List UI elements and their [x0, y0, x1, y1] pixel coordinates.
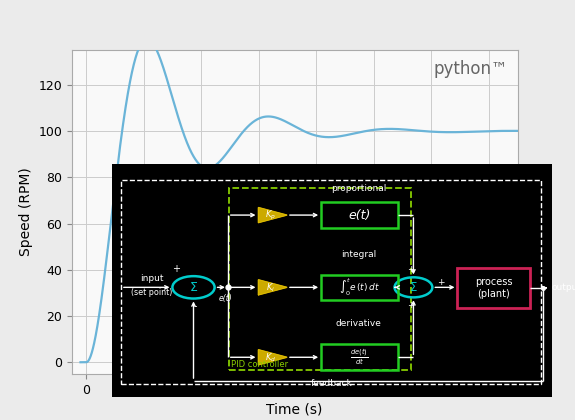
Bar — [170, 164, 173, 397]
Bar — [112, 207, 552, 210]
Bar — [112, 181, 552, 184]
Bar — [112, 184, 552, 187]
Text: feedback: feedback — [311, 379, 353, 388]
Bar — [165, 164, 167, 397]
Text: $K_p$: $K_p$ — [265, 209, 276, 222]
Bar — [112, 170, 552, 173]
Bar — [112, 216, 552, 219]
Bar — [154, 164, 157, 397]
Bar — [112, 219, 552, 222]
Text: proportional: proportional — [331, 184, 386, 193]
Bar — [128, 164, 131, 397]
Text: $K_i$: $K_i$ — [266, 281, 275, 294]
Bar — [112, 164, 115, 397]
Bar — [189, 164, 191, 397]
Bar — [186, 164, 189, 397]
Text: output: output — [551, 284, 575, 292]
Polygon shape — [258, 350, 287, 365]
Bar — [157, 164, 160, 397]
Text: $\int_0^t e\,(t)\,dt$: $\int_0^t e\,(t)\,dt$ — [339, 276, 380, 298]
Text: process
(plant): process (plant) — [475, 277, 512, 299]
Bar — [175, 164, 178, 397]
Text: derivative: derivative — [336, 319, 381, 328]
Polygon shape — [258, 207, 287, 223]
Text: +: + — [172, 264, 180, 274]
Y-axis label: Speed (RPM): Speed (RPM) — [19, 168, 33, 257]
Text: $K_d$: $K_d$ — [265, 351, 276, 364]
Bar — [133, 164, 136, 397]
Bar — [173, 164, 175, 397]
Bar — [160, 164, 162, 397]
Bar — [117, 164, 120, 397]
Bar — [112, 190, 552, 193]
Bar — [167, 164, 170, 397]
Bar — [183, 164, 186, 397]
Bar — [112, 196, 552, 199]
Bar — [136, 164, 139, 397]
Text: +: + — [408, 301, 415, 310]
Text: $\frac{de(t)}{dt}$: $\frac{de(t)}{dt}$ — [350, 347, 369, 367]
Bar — [120, 164, 122, 397]
Bar — [112, 164, 552, 167]
Bar — [131, 164, 133, 397]
Bar — [115, 164, 117, 397]
Bar — [112, 202, 552, 205]
Text: $\Sigma$: $\Sigma$ — [409, 281, 418, 294]
Bar — [122, 164, 125, 397]
Text: PID controller: PID controller — [231, 360, 288, 370]
Bar — [139, 164, 141, 397]
Text: e(t): e(t) — [219, 294, 233, 303]
Bar — [149, 164, 152, 397]
Bar — [112, 213, 552, 216]
Bar — [152, 164, 154, 397]
Text: e(t): e(t) — [348, 209, 371, 222]
Text: -: - — [194, 301, 197, 311]
Bar — [144, 164, 147, 397]
Bar — [112, 210, 552, 213]
Polygon shape — [258, 280, 287, 295]
Text: +: + — [408, 265, 415, 274]
Bar — [112, 199, 552, 202]
Text: input: input — [140, 273, 163, 283]
Text: python™: python™ — [434, 60, 508, 78]
Text: $\Sigma$: $\Sigma$ — [189, 281, 198, 294]
X-axis label: Time (s): Time (s) — [266, 402, 323, 416]
Bar — [112, 187, 552, 190]
Bar — [112, 167, 552, 170]
Text: integral: integral — [341, 250, 376, 260]
Bar — [112, 176, 552, 178]
Bar — [178, 164, 181, 397]
Bar — [112, 193, 552, 196]
Text: (set point): (set point) — [131, 288, 172, 297]
Bar — [147, 164, 149, 397]
Bar — [125, 164, 128, 397]
Text: +: + — [437, 278, 444, 287]
Bar — [112, 173, 552, 176]
Bar — [112, 205, 552, 207]
Bar — [181, 164, 183, 397]
Bar — [141, 164, 144, 397]
Bar — [162, 164, 165, 397]
Bar — [112, 178, 552, 181]
